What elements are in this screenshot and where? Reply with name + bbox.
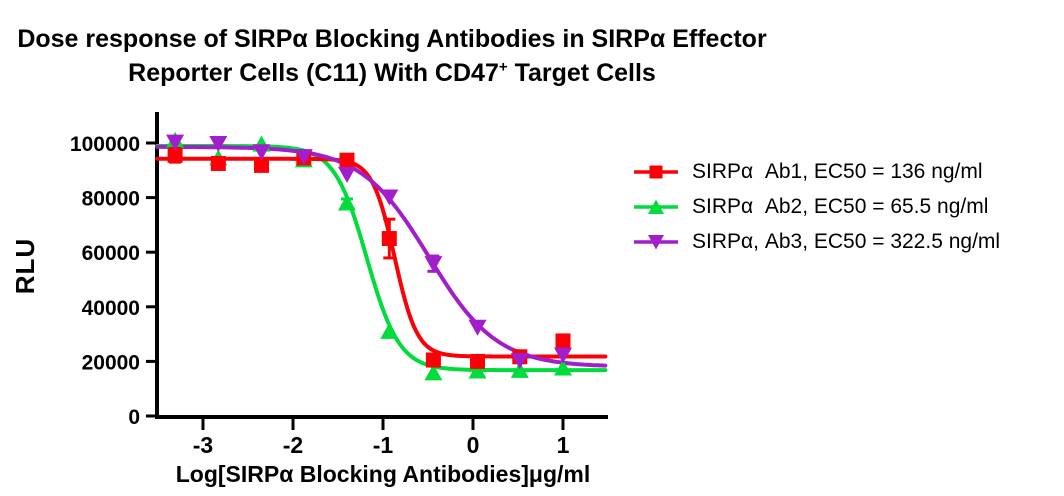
chart-title-line2: Reporter Cells (C11) With CD47+ Target C… [6,56,778,90]
legend-key-triangle-up-icon [634,199,678,214]
data-point [554,359,572,376]
data-point [338,194,356,211]
data-point [468,362,487,379]
chart-title-line2-tail: Target Cells [507,59,656,87]
data-point [425,352,441,368]
legend-item-ab1: SIRPα Ab1, EC50 = 136 ng/ml [633,154,1000,189]
data-point [380,322,399,339]
y-tick-label: 40000 [82,297,140,320]
y-tick-label: 100000 [70,133,140,156]
data-point [338,166,356,183]
x-axis-label: Log[SIRPα Blocking Antibodies]μg/ml [176,461,591,487]
legend-label-ab2: SIRPα Ab2, EC50 = 65.5 ng/ml [692,194,989,218]
legend-key-square-icon [634,165,678,178]
data-point [470,353,485,369]
chart-title: Dose response of SIRPα Blocking Antibodi… [6,22,778,90]
data-point [167,147,183,163]
y-tick-label: 80000 [82,188,140,211]
y-tick-label: 60000 [82,242,140,265]
superscript-plus: + [498,58,508,76]
data-point [381,231,397,247]
y-axis-label: RLU [10,238,40,294]
data-point [209,136,228,153]
x-tick-label: -1 [373,432,394,458]
data-point [294,149,313,166]
legend-item-ab3: SIRPα, Ab3, EC50 = 322.5 ng/ml [633,224,1000,259]
legend-label-ab1: SIRPα Ab1, EC50 = 136 ng/ml [692,159,983,183]
y-tick-label: 0 [128,406,140,429]
data-point [210,155,226,171]
data-point [468,319,487,336]
data-point [380,189,399,206]
chart-title-line1: Dose response of SIRPα Blocking Antibodi… [17,25,767,53]
data-point [554,347,572,364]
data-point [252,144,271,161]
y-tick-label: 20000 [82,351,140,374]
data-point [510,353,529,370]
x-tick-label: 0 [467,432,480,458]
legend-key-triangle-down-icon [634,234,678,249]
legend: SIRPα Ab1, EC50 = 136 ng/ml SIRPα Ab2, E… [633,154,1000,259]
data-point [339,152,355,168]
data-point [424,364,443,381]
x-tick-label: 1 [557,432,570,458]
data-point [424,256,443,273]
chart-title-line2-text: Reporter Cells (C11) With CD47 [128,59,499,87]
data-point [555,333,571,349]
x-tick-label: -3 [193,432,213,458]
legend-item-ab2: SIRPα Ab2, EC50 = 65.5 ng/ml [633,189,1000,224]
data-point [254,157,269,173]
legend-label-ab3: SIRPα, Ab3, EC50 = 322.5 ng/ml [692,229,1001,253]
data-point [510,361,529,378]
fit-curve-sirp-ab3 [155,144,608,368]
fit-curve-sirp-ab2 [155,144,608,373]
data-point [166,134,185,151]
x-tick-label: -2 [283,432,303,458]
